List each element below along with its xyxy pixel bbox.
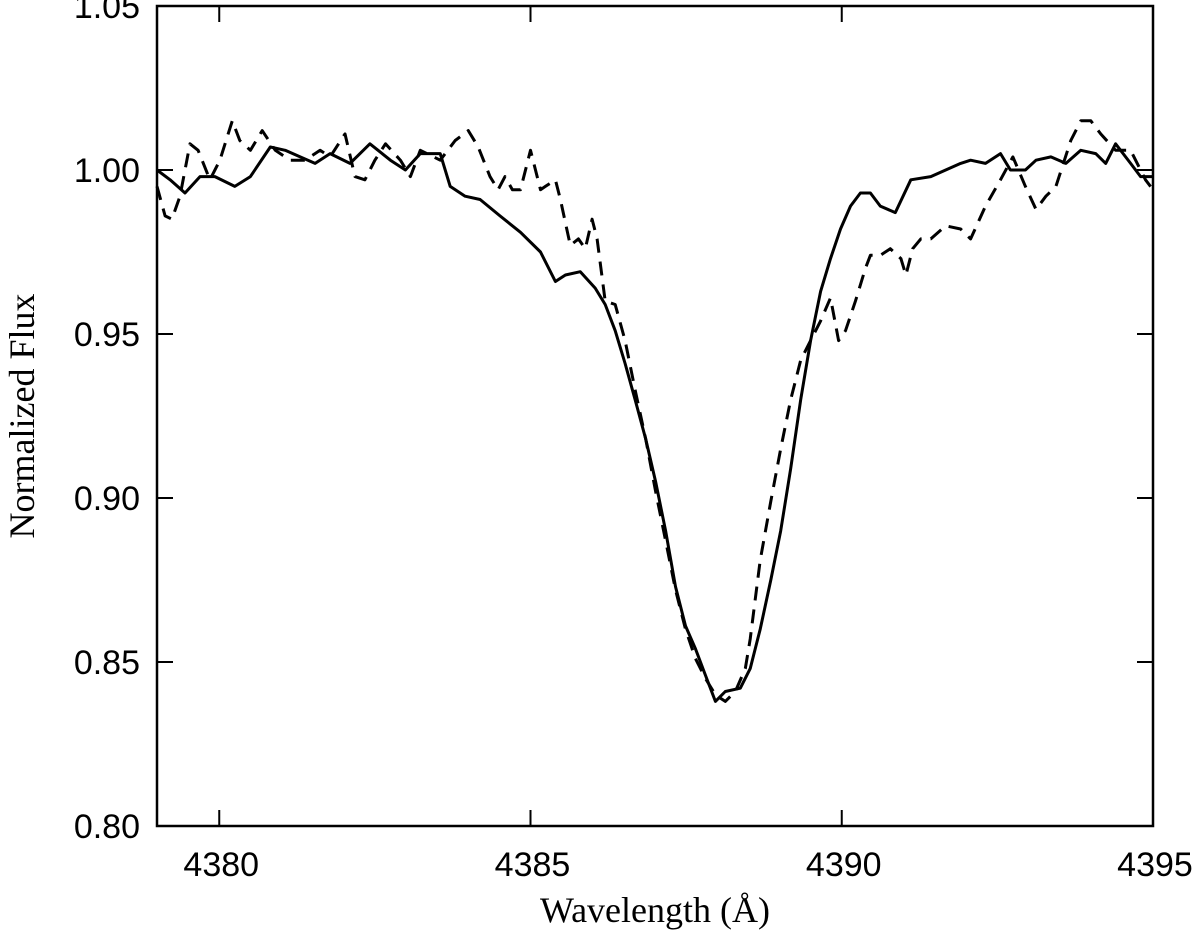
axis-ticks	[157, 5, 1154, 827]
y-tick-labels: 0.80 0.85 0.90 0.95 1.00 1.05	[74, 0, 140, 846]
solid-spectrum-line	[156, 142, 1153, 703]
x-tick-label: 4380	[183, 846, 259, 884]
x-tick-labels: 4380 4385 4390 4395	[183, 846, 1192, 884]
y-tick-label: 1.00	[74, 152, 140, 190]
x-tick-label: 4395	[1117, 846, 1193, 884]
x-axis-title: Wavelength (Å)	[540, 890, 770, 930]
y-tick-label: 1.05	[74, 0, 140, 26]
y-axis-title: Normalized Flux	[2, 294, 42, 539]
series-group	[155, 119, 1155, 703]
y-tick-label: 0.95	[74, 316, 140, 354]
y-tick-label: 0.90	[74, 480, 140, 518]
x-tick-label: 4385	[495, 846, 571, 884]
dashed-spectrum-line	[155, 119, 1155, 703]
y-tick-label: 0.85	[74, 644, 140, 682]
plot-frame	[155, 4, 1155, 828]
x-tick-label: 4390	[806, 846, 882, 884]
y-tick-label: 0.80	[74, 808, 140, 846]
